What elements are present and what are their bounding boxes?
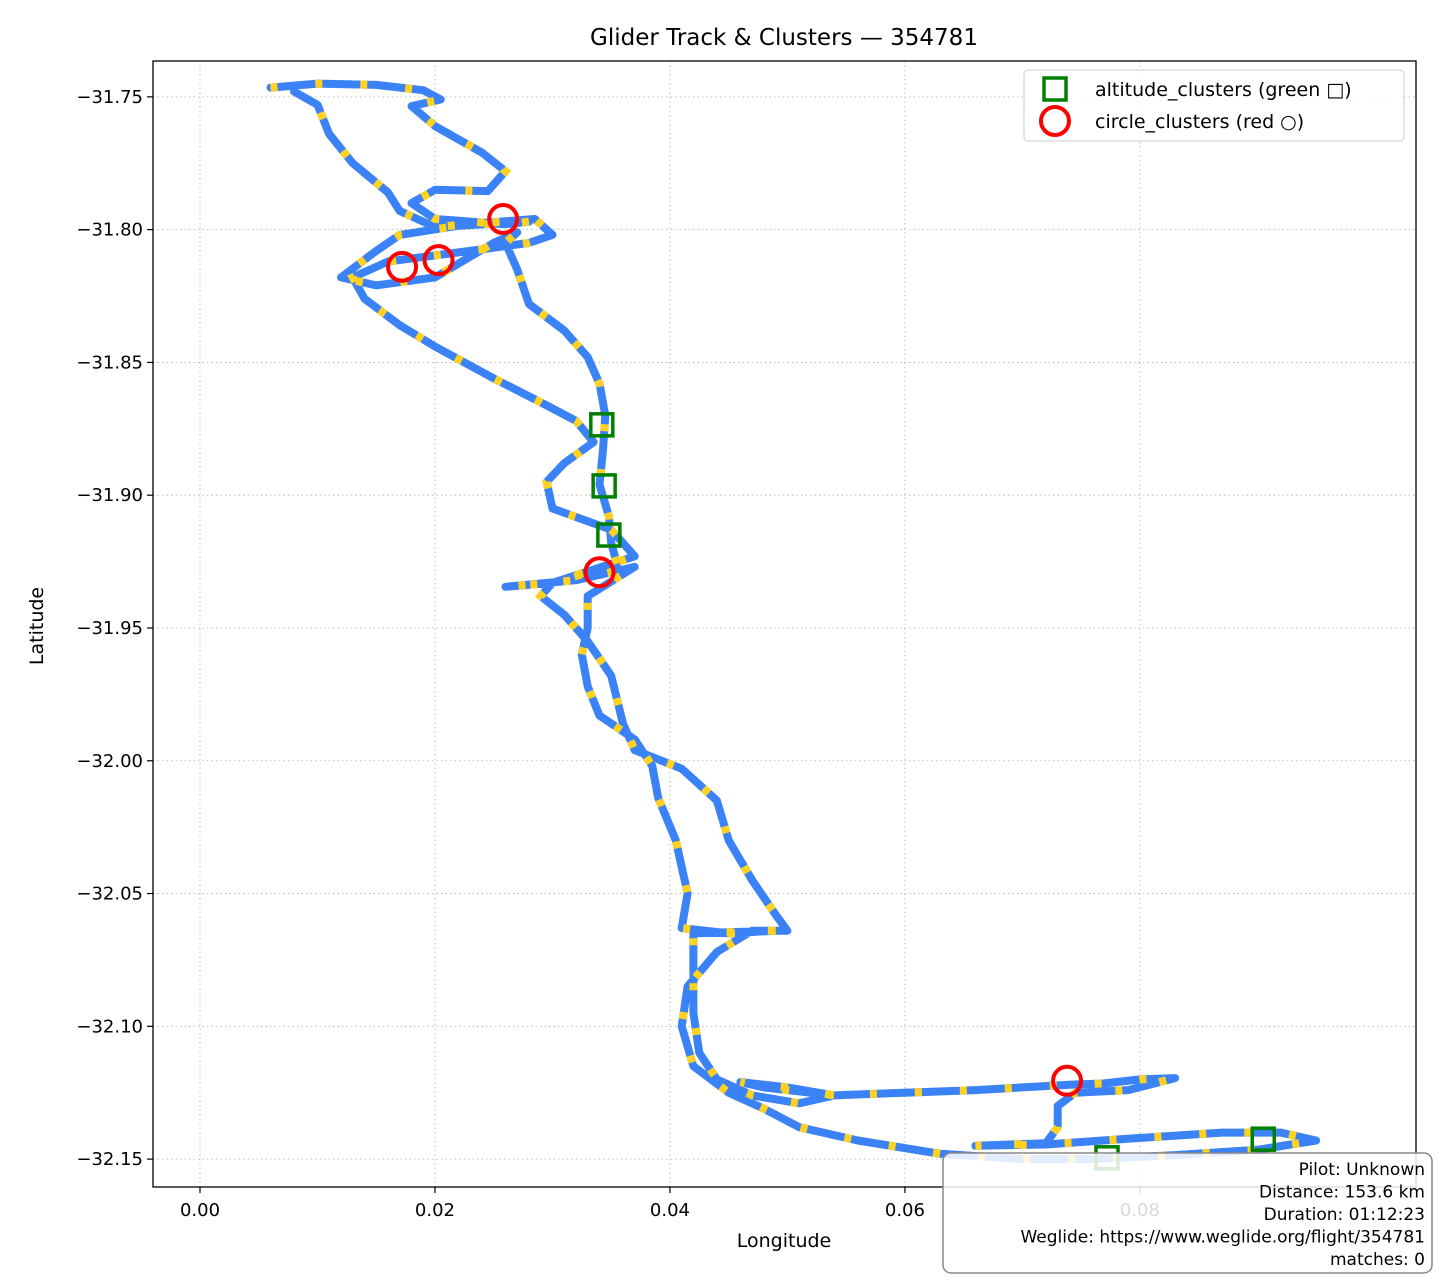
y-tick-label: −32.15 — [76, 1149, 143, 1170]
track-highlight — [270, 79, 1317, 1164]
legend-box — [1023, 69, 1405, 142]
y-axis-label: Latitude — [26, 587, 48, 665]
legend-square-icon — [1042, 76, 1068, 102]
track-line — [266, 79, 1321, 1164]
legend-label: circle_clusters (red ○) — [1095, 111, 1304, 133]
altitude-cluster-marker — [1250, 1126, 1277, 1152]
info-box-frame — [942, 1152, 1433, 1274]
y-tick-label: −31.80 — [76, 220, 143, 241]
y-tick-label: −31.85 — [76, 352, 143, 373]
y-tick-label: −32.10 — [76, 1016, 143, 1037]
x-tick-label: 0.02 — [415, 1200, 455, 1221]
legend-label: altitude_clusters (green □) — [1095, 79, 1352, 101]
circle-cluster-marker — [1051, 1064, 1084, 1097]
x-axis-label: Longitude — [737, 1230, 832, 1252]
info-box: Pilot: Unknown Distance: 153.6 kmDuration… — [942, 1152, 1433, 1274]
circle-cluster-marker — [583, 556, 616, 589]
y-axis: −31.75 −31.80 −31.85 −31.90 −31.95 −32.00 −32.… — [76, 87, 153, 1170]
chart-title: Glider Track & Clusters — 354781 — [590, 25, 978, 51]
grid-lines — [153, 61, 1416, 1187]
y-tick-label: −31.75 — [76, 87, 143, 108]
altitude-cluster-marker — [589, 412, 615, 438]
info-line: Duration: 01:12:23 — [1264, 1205, 1425, 1225]
info-line: matches: 0 — [1330, 1250, 1425, 1270]
info-line: Distance: 153.6 km — [1259, 1183, 1425, 1203]
circle-cluster-marker — [422, 244, 455, 277]
y-tick-label: −32.00 — [76, 751, 143, 772]
circle-cluster-marker — [386, 250, 419, 283]
info-line: Weglide: https://www.weglide.org/flight/… — [1020, 1228, 1425, 1248]
y-tick-label: −31.95 — [76, 618, 143, 639]
track-path — [266, 79, 1321, 1164]
info-line: Pilot: Unknown — [1299, 1160, 1425, 1180]
altitude-cluster-marker — [596, 522, 622, 548]
altitude-cluster-marker — [591, 473, 617, 499]
legend-circle-icon — [1039, 105, 1071, 137]
circle-cluster-marker — [487, 203, 520, 236]
x-tick-label: 0.04 — [650, 1200, 690, 1221]
y-tick-label: −31.90 — [76, 485, 143, 506]
y-tick-label: −32.05 — [76, 884, 143, 905]
plot-frame — [152, 60, 1417, 1188]
legend: altitude_clusters (green □) circle_cluste… — [1023, 69, 1405, 142]
x-tick-label: 0.06 — [885, 1200, 925, 1221]
cluster-markers — [386, 203, 1277, 1171]
x-tick-label: 0.00 — [180, 1200, 220, 1221]
